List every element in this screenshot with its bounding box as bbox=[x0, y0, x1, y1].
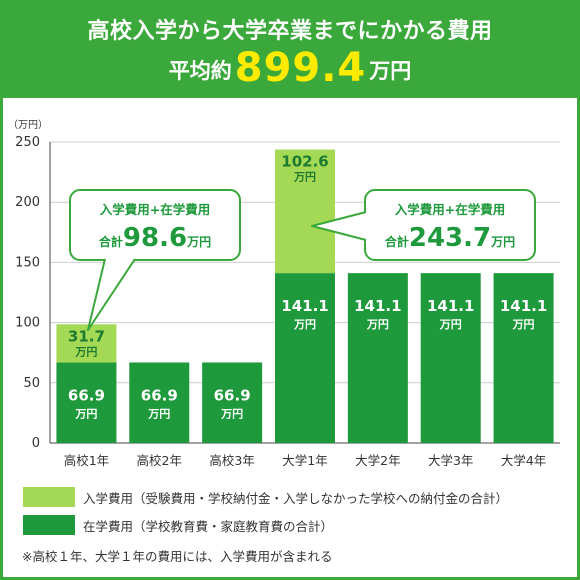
legend-swatch-enrollment bbox=[23, 515, 75, 535]
y-tick-label: 50 bbox=[23, 376, 40, 391]
bar-value-label: 141.1 bbox=[354, 297, 401, 315]
bar-unit-label: 万円 bbox=[366, 318, 389, 331]
average-value: 899.4 bbox=[234, 45, 367, 91]
callout-total: 合計98.6万円 bbox=[99, 223, 211, 253]
callout-box bbox=[69, 189, 241, 261]
bar-value-label: 66.9 bbox=[214, 386, 251, 404]
legend-swatch-entrance bbox=[23, 487, 75, 507]
bar-entrance bbox=[56, 324, 117, 363]
bar-unit-label: 万円 bbox=[293, 318, 316, 331]
bar-enrollment bbox=[493, 273, 554, 443]
callout-pointer bbox=[311, 211, 367, 241]
bar-enrollment bbox=[202, 362, 263, 443]
legend-item-entrance: 入学費用（受験費用・学校納付金・入学しなかった学校への納付金の合計） bbox=[23, 487, 508, 507]
bar-unit-label: 万円 bbox=[147, 407, 170, 420]
callout-total: 合計243.7万円 bbox=[385, 223, 515, 253]
callout-pointer bbox=[87, 258, 136, 331]
bar-enrollment bbox=[129, 362, 190, 443]
legend-item-enrollment: 在学費用（学校教育費・家庭教育費の合計） bbox=[23, 515, 333, 535]
bar-enrollment bbox=[275, 273, 335, 443]
y-axis-unit-label: （万円） bbox=[8, 119, 48, 131]
x-tick-label: 大学3年 bbox=[428, 453, 473, 468]
callout-title: 入学費用+在学費用 bbox=[395, 202, 505, 217]
average-unit: 万円 bbox=[369, 59, 412, 83]
bar-unit-label: 万円 bbox=[512, 318, 535, 331]
y-tick-label: 0 bbox=[32, 436, 40, 451]
bar-value-label: 141.1 bbox=[281, 297, 328, 315]
bar-enrollment bbox=[347, 273, 408, 443]
bar-value-label: 102.6 bbox=[281, 153, 328, 171]
x-tick-label: 高校2年 bbox=[137, 453, 182, 468]
bar-entrance bbox=[275, 149, 335, 274]
y-tick-label: 100 bbox=[15, 316, 40, 331]
bar-chart: （万円）05010015020025066.9万円31.7万円高校1年66.9万… bbox=[8, 119, 560, 468]
bar-unit-label: 万円 bbox=[74, 407, 97, 420]
average-total: 平均約899.4 万円 bbox=[3, 47, 577, 92]
bar-unit-label: 万円 bbox=[220, 407, 243, 420]
bar-unit-label: 万円 bbox=[74, 345, 97, 358]
bar-value-label: 66.9 bbox=[141, 386, 178, 404]
bar-enrollment bbox=[420, 273, 481, 443]
chart-title: 高校入学から大学卒業までにかかる費用 bbox=[87, 19, 493, 44]
y-tick-label: 150 bbox=[15, 255, 40, 270]
footnote: ※高校１年、大学１年の費用には、入学費用が含まれる bbox=[22, 549, 333, 564]
average-prefix: 平均約 bbox=[168, 59, 232, 83]
bar-value-label: 31.7 bbox=[68, 327, 105, 345]
bar-enrollment bbox=[56, 362, 117, 443]
x-tick-label: 高校3年 bbox=[209, 453, 254, 468]
bar-value-label: 141.1 bbox=[427, 297, 474, 315]
x-tick-label: 高校1年 bbox=[64, 453, 109, 468]
y-tick-label: 250 bbox=[15, 135, 40, 150]
bar-unit-label: 万円 bbox=[439, 318, 462, 331]
header-banner: 高校入学から大学卒業までにかかる費用 平均約899.4 万円 bbox=[3, 3, 577, 98]
x-tick-label: 大学4年 bbox=[501, 453, 546, 468]
bar-unit-label: 万円 bbox=[293, 171, 316, 184]
bar-value-label: 66.9 bbox=[68, 386, 105, 404]
x-tick-label: 大学2年 bbox=[355, 453, 400, 468]
bar-value-label: 141.1 bbox=[500, 297, 547, 315]
x-tick-label: 大学1年 bbox=[282, 453, 327, 468]
legend-label-enrollment: 在学費用（学校教育費・家庭教育費の合計） bbox=[83, 518, 334, 534]
y-tick-label: 200 bbox=[15, 195, 40, 210]
legend-label-entrance: 入学費用（受験費用・学校納付金・入学しなかった学校への納付金の合計） bbox=[83, 490, 509, 506]
callout-title: 入学費用+在学費用 bbox=[100, 202, 210, 217]
